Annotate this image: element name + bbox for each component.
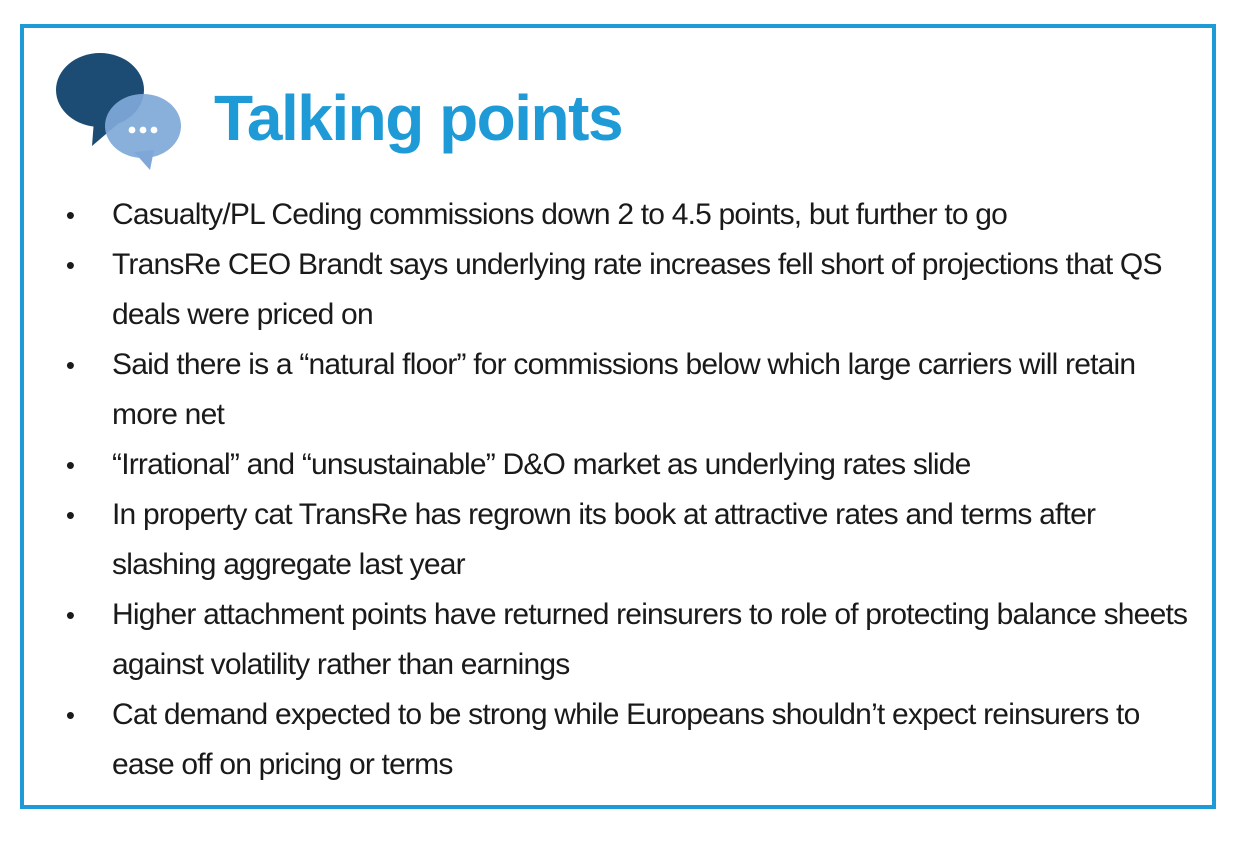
list-item: • In property cat TransRe has regrown its… [54,490,1194,590]
list-item: • Cat demand expected to be strong while … [54,690,1194,790]
point-text: Casualty/PL Ceding commissions down 2 to… [112,198,1008,231]
point-text: In property cat TransRe has regrown its … [112,498,1096,581]
card-title: Talking points [214,82,624,154]
bullet-icon: • [65,700,75,730]
point-text: Cat demand expected to be strong while E… [112,698,1140,781]
talking-points-list: • Casualty/PL Ceding commissions down 2 t… [54,190,1194,790]
point-text: Said there is a “natural floor” for comm… [112,348,1136,431]
point-text: TransRe CEO Brandt says underlying rate … [112,248,1162,331]
list-item: • Said there is a “natural floor” for com… [54,340,1194,440]
list-item: • Higher attachment points have returned … [54,590,1194,690]
speech-bubbles-icon [56,53,181,170]
talking-points-card: Talking points • Casualty/PL Ceding commi… [20,24,1216,809]
bullet-icon: • [65,500,75,530]
bullet-icon: • [65,350,75,380]
bullet-icon: • [65,600,75,630]
card-header: Talking points [54,50,854,170]
list-item: • “Irrational” and “unsustainable” D&O ma… [54,440,1194,490]
list-item: • Casualty/PL Ceding commissions down 2 t… [54,190,1194,240]
bullet-icon: • [65,450,75,480]
list-item: • TransRe CEO Brandt says underlying rate… [54,240,1194,340]
bullet-icon: • [65,200,75,230]
bullet-icon: • [65,250,75,280]
point-text: Higher attachment points have returned r… [112,598,1188,681]
point-text: “Irrational” and “unsustainable” D&O mar… [112,448,971,481]
